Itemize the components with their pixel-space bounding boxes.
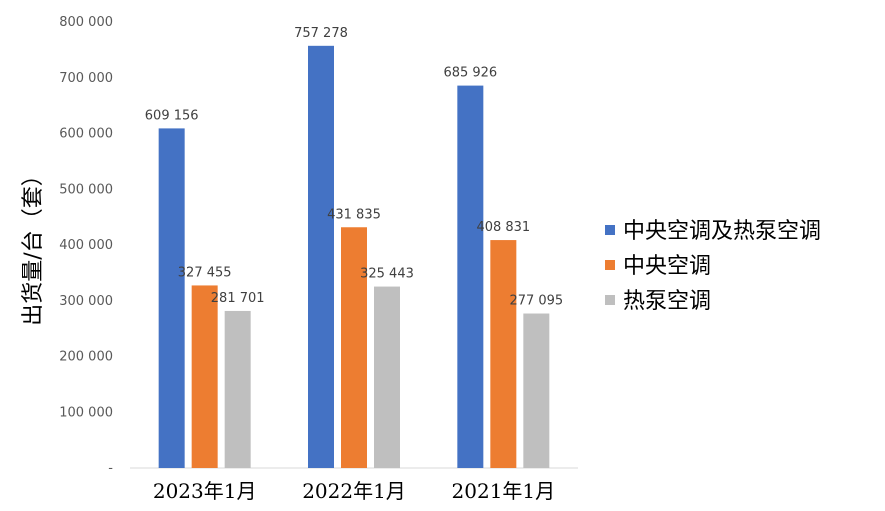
bars-group [158,45,550,469]
legend-label: 中央空调及热泵空调 [623,219,821,244]
data-label: 757 278 [294,26,348,41]
bar [490,240,517,468]
x-tick-label: 2023年1月 [153,479,257,503]
y-tick-label: - [108,461,113,476]
bar [341,227,367,468]
bar [191,285,218,468]
data-label: 431 835 [327,207,381,222]
legend-swatch [605,295,615,305]
y-tick-label: 300 000 [59,294,113,309]
data-label: 685 926 [443,66,497,81]
x-axis-ticks: 2023年1月 2022年1月 2021年1月 [153,479,555,503]
data-label: 609 156 [145,108,199,123]
x-tick-label: 2021年1月 [452,479,556,503]
y-tick-label: 700 000 [59,71,113,86]
y-axis-label: 出货量/台（套） [21,164,46,325]
y-axis-ticks: - 100 000 200 000 300 000 400 000 500 000 600 … [59,15,113,476]
y-tick-label: 500 000 [59,182,113,197]
data-label: 327 455 [178,265,232,280]
data-labels-group: 609 156 327 455 281 701 757 278 431 835 325 4… [145,26,563,309]
legend-swatch [605,225,615,235]
y-tick-label: 200 000 [59,350,113,365]
y-tick-label: 400 000 [59,238,113,253]
y-tick-label: 600 000 [59,127,113,142]
bar [523,313,550,468]
y-tick-label: 100 000 [59,405,113,420]
bar [457,85,484,468]
bar [374,286,400,468]
data-label: 408 831 [476,220,530,235]
data-label: 277 095 [509,294,563,309]
legend-swatch [605,260,615,270]
bar [158,128,185,469]
legend-label: 热泵空调 [623,289,711,314]
bar [224,310,251,468]
data-label: 325 443 [360,267,414,282]
y-tick-label: 800 000 [59,15,113,30]
bar [308,45,334,469]
x-tick-label: 2022年1月 [302,479,406,503]
legend-label: 中央空调 [623,254,711,279]
data-label: 281 701 [211,291,265,306]
